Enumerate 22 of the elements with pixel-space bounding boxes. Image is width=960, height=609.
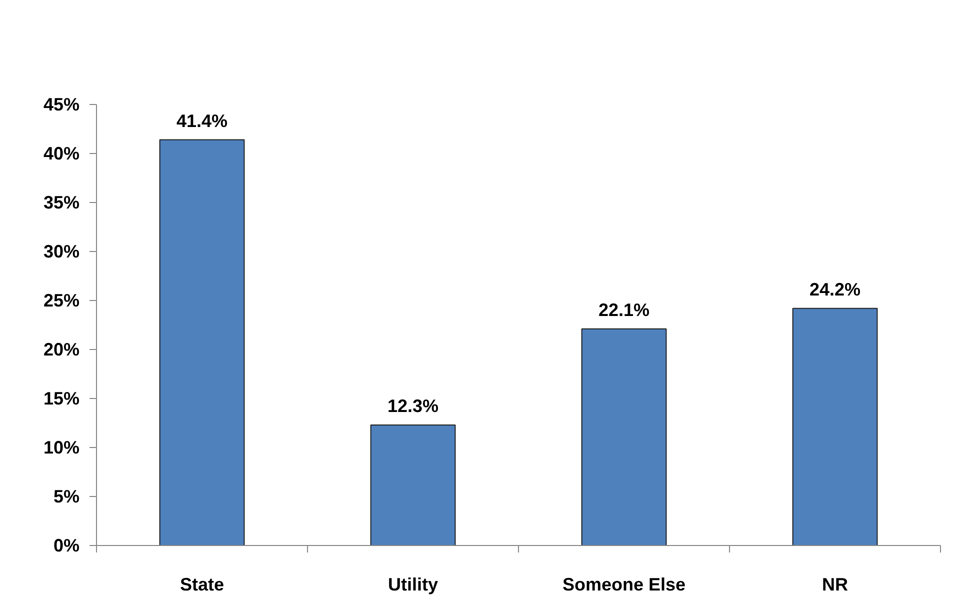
bar	[581, 328, 667, 546]
bar	[792, 308, 878, 546]
data-label: 41.4%	[176, 110, 228, 131]
bar	[159, 139, 245, 546]
y-tick-label: 10%	[43, 438, 80, 458]
y-tick-label: 45%	[43, 94, 80, 114]
x-tick-label: Utility	[388, 574, 438, 594]
y-tick-label: 5%	[53, 486, 80, 506]
y-tick-label: 15%	[43, 388, 80, 408]
y-tick-label: 25%	[43, 290, 80, 310]
bar	[370, 424, 456, 546]
data-label: 22.1%	[598, 300, 650, 320]
x-tick-label: NR	[822, 574, 848, 594]
data-label: 24.2%	[809, 279, 861, 300]
x-tick-label: Someone Else	[562, 574, 686, 594]
y-tick-label: 20%	[43, 340, 80, 360]
y-tick-label: 30%	[43, 242, 80, 262]
y-tick-label: 35%	[43, 192, 80, 212]
data-label: 12.3%	[387, 396, 439, 416]
y-tick-label: 0%	[53, 536, 80, 556]
x-tick-label: State	[180, 574, 224, 594]
y-tick-label: 40%	[43, 144, 80, 164]
